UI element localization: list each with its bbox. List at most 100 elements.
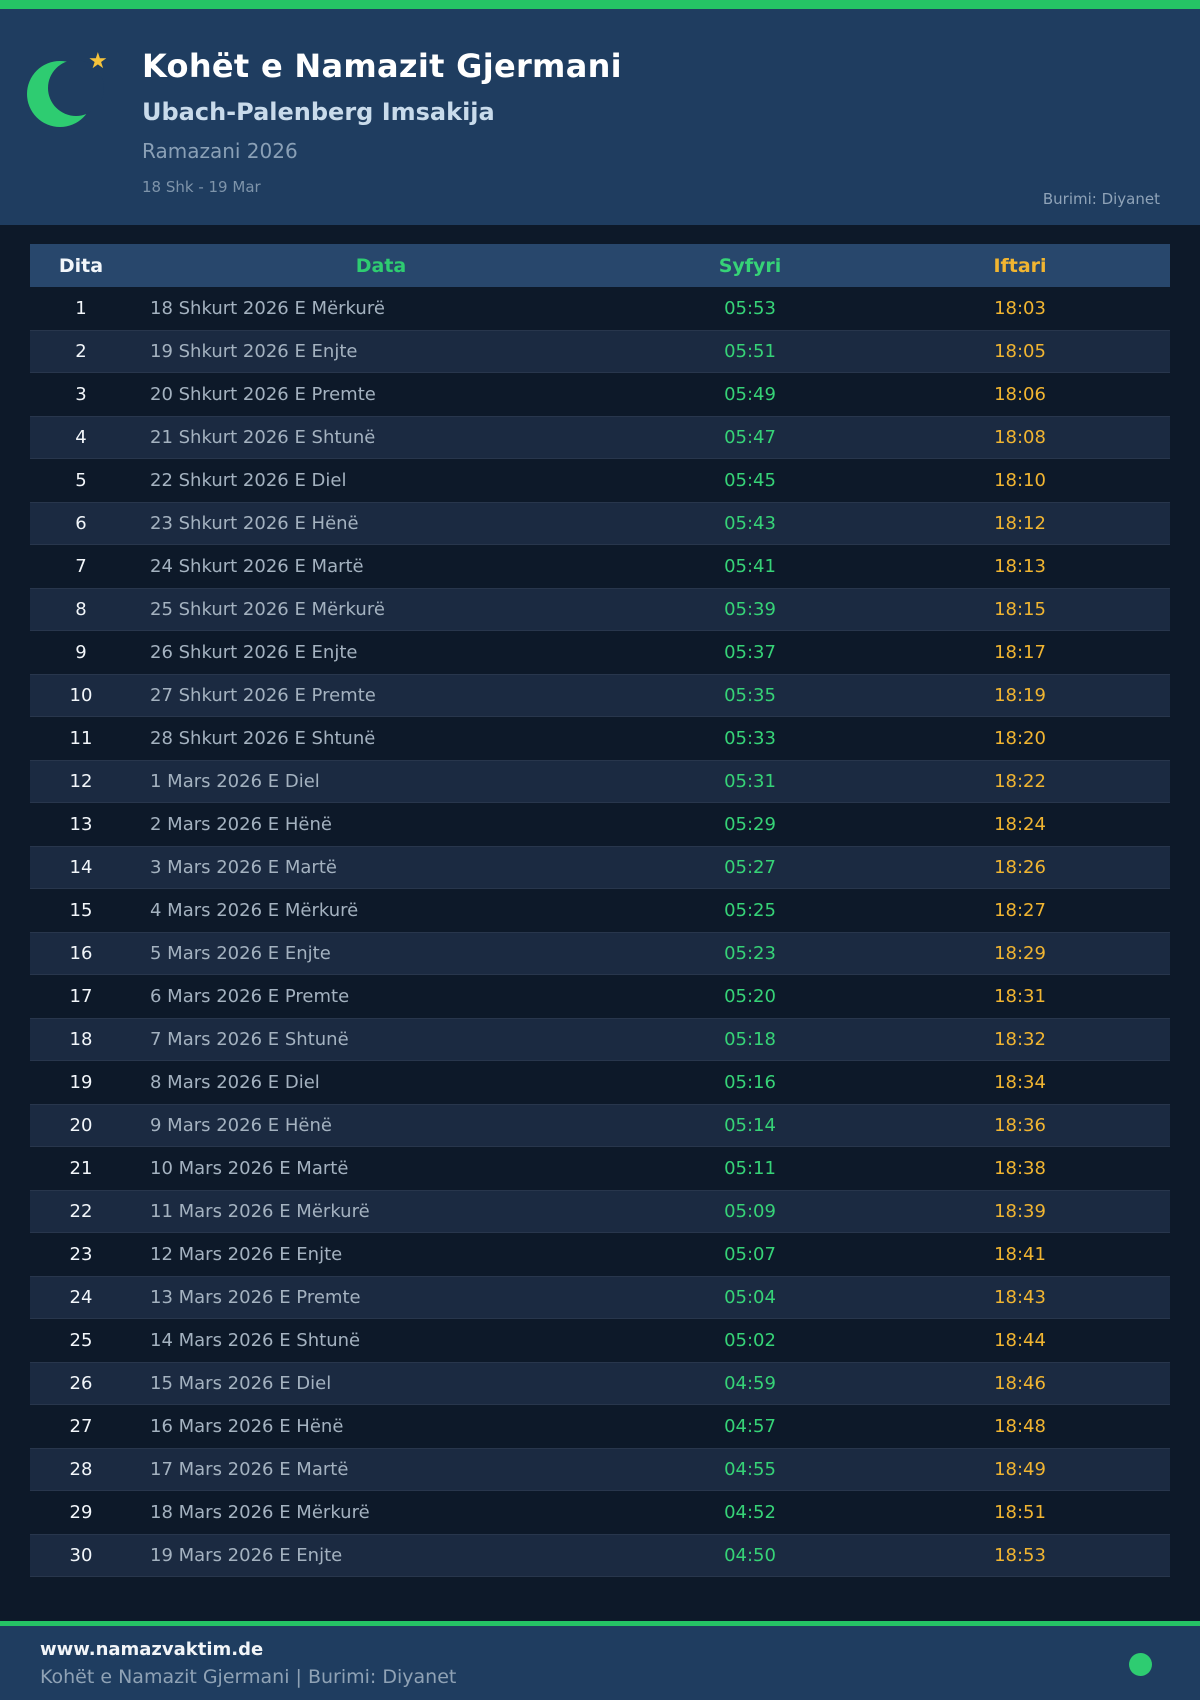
date-cell: 12 Mars 2026 E Enjte (150, 1244, 343, 1265)
iftari-time: 18:22 (994, 771, 1046, 792)
iftari-time: 18:46 (994, 1373, 1046, 1394)
table-row: 29 18 Mars 2026 E Mërkurë 04:52 18:51 (30, 1491, 1170, 1534)
table-row: 22 11 Mars 2026 E Mërkurë 05:09 18:39 (30, 1190, 1170, 1233)
syfyri-time: 05:49 (724, 384, 776, 405)
table-row: 23 12 Mars 2026 E Enjte 05:07 18:41 (30, 1233, 1170, 1276)
date-cell: 1 Mars 2026 E Diel (150, 771, 320, 792)
syfyri-time: 05:41 (724, 556, 776, 577)
day-number: 3 (75, 384, 87, 405)
syfyri-time: 05:43 (724, 513, 776, 534)
iftari-time: 18:19 (994, 685, 1046, 706)
day-number: 21 (69, 1158, 93, 1179)
syfyri-time: 04:57 (724, 1416, 776, 1437)
column-header-iftari: Iftari (993, 254, 1047, 277)
day-number: 26 (69, 1373, 93, 1394)
day-number: 7 (75, 556, 87, 577)
day-number: 13 (69, 814, 93, 835)
source-label: Burimi: Diyanet (1042, 190, 1160, 208)
syfyri-time: 05:04 (724, 1287, 776, 1308)
date-cell: 18 Shkurt 2026 E Mërkurë (150, 298, 385, 319)
day-number: 28 (69, 1459, 93, 1480)
syfyri-time: 05:09 (724, 1201, 776, 1222)
table-row: 13 2 Mars 2026 E Hënë 05:29 18:24 (30, 803, 1170, 846)
iftari-time: 18:49 (994, 1459, 1046, 1480)
syfyri-time: 04:55 (724, 1459, 776, 1480)
column-header-data: Data (355, 254, 407, 277)
date-cell: 6 Mars 2026 E Premte (150, 986, 350, 1007)
syfyri-time: 05:51 (724, 341, 776, 362)
date-cell: 27 Shkurt 2026 E Premte (150, 685, 376, 706)
date-cell: 25 Shkurt 2026 E Mërkurë (150, 599, 385, 620)
day-number: 4 (75, 427, 87, 448)
syfyri-time: 05:11 (724, 1158, 776, 1179)
table-row: 14 3 Mars 2026 E Martë 05:27 18:26 (30, 846, 1170, 889)
syfyri-time: 05:45 (724, 470, 776, 491)
date-cell: 8 Mars 2026 E Diel (150, 1072, 320, 1093)
day-number: 22 (69, 1201, 93, 1222)
status-dot-icon (1129, 1653, 1152, 1676)
table-row: 2 19 Shkurt 2026 E Enjte 05:51 18:05 (30, 330, 1170, 373)
date-cell: 17 Mars 2026 E Martë (150, 1459, 349, 1480)
day-number: 23 (69, 1244, 93, 1265)
table-row: 6 23 Shkurt 2026 E Hënë 05:43 18:12 (30, 502, 1170, 545)
iftari-time: 18:26 (994, 857, 1046, 878)
table-row: 12 1 Mars 2026 E Diel 05:31 18:22 (30, 760, 1170, 803)
syfyri-time: 05:39 (724, 599, 776, 620)
syfyri-time: 05:16 (724, 1072, 776, 1093)
day-number: 19 (69, 1072, 93, 1093)
table-row: 4 21 Shkurt 2026 E Shtunë 05:47 18:08 (30, 416, 1170, 459)
table-row: 30 19 Mars 2026 E Enjte 04:50 18:53 (30, 1534, 1170, 1577)
syfyri-time: 05:35 (724, 685, 776, 706)
syfyri-time: 05:25 (724, 900, 776, 921)
syfyri-time: 05:07 (724, 1244, 776, 1265)
page-header: ★ Kohët e Namazit Gjermani Ubach-Palenbe… (0, 9, 1200, 225)
table-row: 25 14 Mars 2026 E Shtunë 05:02 18:44 (30, 1319, 1170, 1362)
syfyri-time: 05:29 (724, 814, 776, 835)
date-cell: 14 Mars 2026 E Shtunë (150, 1330, 361, 1351)
table-row: 26 15 Mars 2026 E Diel 04:59 18:46 (30, 1362, 1170, 1405)
day-number: 30 (69, 1545, 93, 1566)
date-cell: 26 Shkurt 2026 E Enjte (150, 642, 358, 663)
table-row: 9 26 Shkurt 2026 E Enjte 05:37 18:17 (30, 631, 1170, 674)
day-number: 25 (69, 1330, 93, 1351)
date-cell: 16 Mars 2026 E Hënë (150, 1416, 344, 1437)
table-body: 1 18 Shkurt 2026 E Mërkurë 05:53 18:03 2… (30, 287, 1170, 1577)
date-range: 18 Shk - 19 Mar (142, 178, 261, 196)
day-number: 16 (69, 943, 93, 964)
table-row: 3 20 Shkurt 2026 E Premte 05:49 18:06 (30, 373, 1170, 416)
iftari-time: 18:15 (994, 599, 1046, 620)
table-row: 24 13 Mars 2026 E Premte 05:04 18:43 (30, 1276, 1170, 1319)
iftari-time: 18:38 (994, 1158, 1046, 1179)
syfyri-time: 05:02 (724, 1330, 776, 1351)
top-accent-bar (0, 0, 1200, 9)
syfyri-time: 05:37 (724, 642, 776, 663)
table-row: 20 9 Mars 2026 E Hënë 05:14 18:36 (30, 1104, 1170, 1147)
iftari-time: 18:48 (994, 1416, 1046, 1437)
table-row: 15 4 Mars 2026 E Mërkurë 05:25 18:27 (30, 889, 1170, 932)
day-number: 18 (69, 1029, 93, 1050)
day-number: 1 (75, 298, 87, 319)
date-cell: 23 Shkurt 2026 E Hënë (150, 513, 359, 534)
date-cell: 4 Mars 2026 E Mërkurë (150, 900, 359, 921)
iftari-time: 18:34 (994, 1072, 1046, 1093)
table-row: 7 24 Shkurt 2026 E Martë 05:41 18:13 (30, 545, 1170, 588)
website-link[interactable]: www.namazvaktim.de (40, 1639, 264, 1660)
day-number: 17 (69, 986, 93, 1007)
iftari-time: 18:27 (994, 900, 1046, 921)
date-cell: 19 Mars 2026 E Enjte (150, 1545, 343, 1566)
footer-accent-line (0, 1621, 1200, 1626)
day-number: 8 (75, 599, 87, 620)
iftari-time: 18:36 (994, 1115, 1046, 1136)
table-row: 10 27 Shkurt 2026 E Premte 05:35 18:19 (30, 674, 1170, 717)
day-number: 29 (69, 1502, 93, 1523)
table-row: 17 6 Mars 2026 E Premte 05:20 18:31 (30, 975, 1170, 1018)
day-number: 10 (69, 685, 93, 706)
syfyri-time: 05:18 (724, 1029, 776, 1050)
day-number: 11 (69, 728, 93, 749)
syfyri-time: 05:47 (724, 427, 776, 448)
iftari-time: 18:39 (994, 1201, 1046, 1222)
iftari-time: 18:43 (994, 1287, 1046, 1308)
iftari-time: 18:24 (994, 814, 1046, 835)
date-cell: 7 Mars 2026 E Shtunë (150, 1029, 349, 1050)
date-cell: 10 Mars 2026 E Martë (150, 1158, 349, 1179)
